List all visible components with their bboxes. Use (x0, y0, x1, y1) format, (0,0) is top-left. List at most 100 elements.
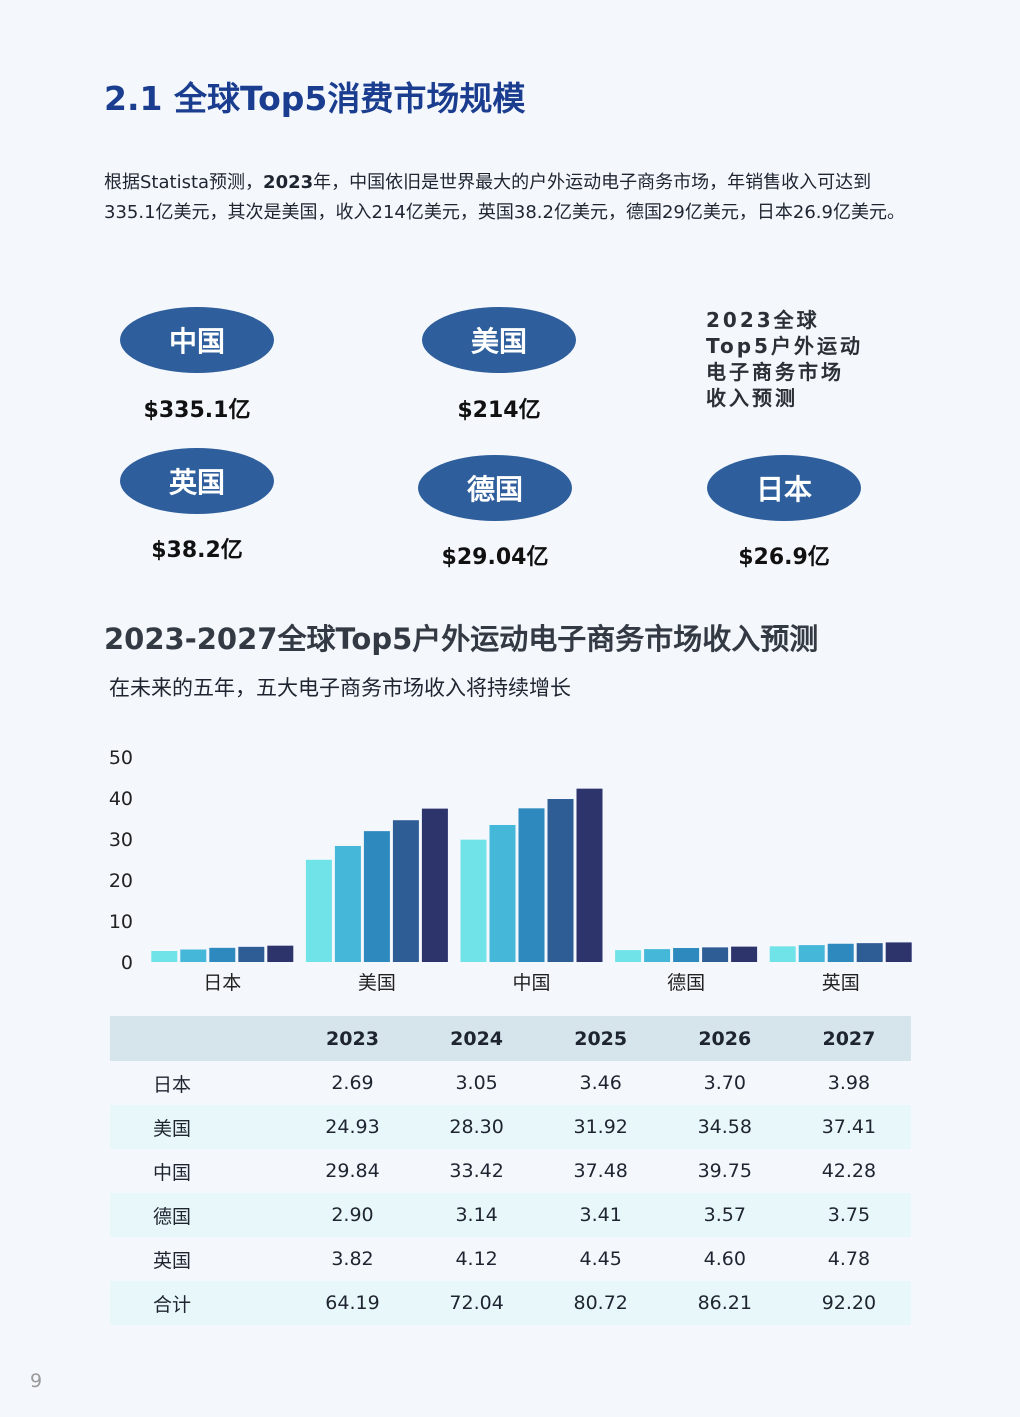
intro-text-2: 年，中国依旧是世界最大的户外运动电子商务市场，年销售收入可达到335.1亿美元，… (104, 172, 905, 223)
bar (769, 946, 796, 962)
table-cell: 3.41 (538, 1193, 663, 1237)
bar (885, 942, 912, 962)
table-cell: 29.84 (325, 1160, 380, 1182)
table-cell: 3.70 (703, 1072, 746, 1094)
table-cell: 24.93 (290, 1105, 415, 1149)
bar (673, 948, 700, 962)
market-amount-germany: $29.04亿 (441, 545, 549, 570)
market-amount-uk: $38.2亿 (151, 538, 243, 563)
intro-text-1: 根据Statista预测， (104, 172, 264, 193)
table-cell: 德国 (110, 1193, 291, 1237)
revenue-bar-chart: 0 10 20 30 40 50 日本 美国 中国 德国 英国 (109, 747, 912, 994)
market-amount-usa: $214亿 (457, 398, 541, 423)
table-cell: 3.05 (455, 1072, 498, 1094)
y-tick-label: 0 (121, 952, 133, 974)
table-cell: 42.28 (821, 1160, 877, 1182)
bar (644, 949, 671, 962)
chart-title: 2023-2027全球Top5户外运动电子商务市场收入预测 (104, 622, 819, 656)
table-header-cell: 2026 (662, 1016, 787, 1061)
bar (334, 845, 361, 962)
y-tick-label: 50 (109, 747, 133, 769)
bar (576, 788, 603, 962)
y-tick-label: 10 (109, 911, 133, 933)
table-header-cell: 2027 (786, 1016, 911, 1061)
table-cell: 28.30 (414, 1105, 539, 1149)
revenue-table: 2023 2024 2025 2026 2027 日本 2.69 3.05 3.46 3.70 3… (110, 1016, 911, 1325)
section-title: 2.1 全球Top5消费市场规模 (104, 79, 526, 118)
table-cell: 2.90 (290, 1193, 415, 1237)
bar (151, 950, 178, 962)
table-cell: 37.48 (573, 1160, 628, 1182)
table-cell: 3.98 (827, 1072, 871, 1094)
market-amount-japan: $26.9亿 (738, 545, 830, 570)
y-tick-label: 20 (109, 870, 133, 892)
y-tick-label: 30 (109, 829, 133, 851)
table-row: 合计 64.19 72.04 80.72 86.21 92.20 (110, 1281, 911, 1325)
table-row: 美国 24.93 28.30 31.92 34.58 37.41 (110, 1105, 911, 1149)
table-cell: 33.42 (449, 1160, 504, 1182)
market-pill-china: 中国 (120, 307, 274, 373)
bar (421, 808, 448, 962)
table-cell: 3.57 (662, 1193, 787, 1237)
x-category-label: 英国 (822, 972, 860, 994)
table-body: 日本 2.69 3.05 3.46 3.70 3.98 美国 24.93 28.30 31.92 3… (110, 1061, 911, 1325)
table-header-cell: 2023 (290, 1016, 415, 1061)
bar (615, 950, 642, 962)
intro-bold-year: 2023 (263, 172, 314, 193)
market-pill-uk: 英国 (120, 448, 274, 514)
side-caption: 2023全球Top5户外运动电子商务市场收入预测 (706, 308, 863, 410)
bar (267, 945, 294, 962)
page-number: 9 (30, 1370, 43, 1392)
table-cell: 3.75 (786, 1193, 911, 1237)
table-cell: 37.41 (786, 1105, 911, 1149)
bar (209, 947, 236, 962)
table-cell: 39.75 (697, 1160, 752, 1182)
table-cell: 64.19 (290, 1281, 415, 1325)
table-cell: 92.20 (786, 1281, 911, 1325)
table-header-cell: 2025 (538, 1016, 663, 1061)
table-cell: 4.78 (827, 1248, 871, 1270)
x-category-label: 美国 (358, 972, 396, 994)
bar (798, 945, 825, 962)
bar (460, 839, 487, 962)
table-row: 英国 3.82 4.12 4.45 4.60 4.78 (110, 1237, 911, 1281)
table-cell: 日本 (153, 1073, 192, 1096)
x-category-label: 日本 (203, 972, 241, 994)
table-cell: 3.46 (579, 1072, 622, 1094)
table-cell: 80.72 (538, 1281, 663, 1325)
bar (518, 808, 545, 962)
table-cell: 3.14 (414, 1193, 539, 1237)
market-pill-usa: 美国 (422, 307, 576, 373)
market-pill-japan: 日本 (707, 455, 861, 521)
x-category-label: 中国 (512, 972, 550, 994)
intro-paragraph: 根据Statista预测，2023年，中国依旧是世界最大的户外运动电子商务市场，… (104, 168, 920, 228)
bar (363, 831, 390, 962)
bar (305, 859, 332, 962)
x-category-label: 德国 (667, 972, 705, 994)
bar (827, 943, 854, 962)
market-pill-germany: 德国 (418, 455, 572, 521)
bar (856, 943, 883, 962)
table-cell: 中国 (153, 1161, 192, 1184)
table-cell: 2.69 (331, 1072, 374, 1094)
market-amount-china: $335.1亿 (143, 398, 251, 423)
table-header-cell: 2024 (414, 1016, 539, 1061)
table-cell: 31.92 (538, 1105, 663, 1149)
table-cell: 3.82 (331, 1248, 374, 1270)
table-row: 日本 2.69 3.05 3.46 3.70 3.98 (110, 1061, 911, 1105)
bar (489, 824, 516, 962)
table-cell: 4.12 (455, 1248, 498, 1270)
table-cell: 合计 (110, 1281, 291, 1325)
bar (238, 946, 265, 962)
table-row: 中国 29.84 33.42 37.48 39.75 42.28 (110, 1149, 911, 1193)
table-header-row: 2023 2024 2025 2026 2027 (110, 1016, 911, 1061)
table-cell: 美国 (110, 1105, 291, 1149)
bar (731, 946, 758, 962)
bar (180, 949, 207, 962)
table-cell: 72.04 (414, 1281, 539, 1325)
table-cell: 4.45 (579, 1248, 622, 1270)
y-tick-label: 40 (109, 788, 133, 810)
bar (702, 947, 729, 962)
bar (547, 799, 574, 962)
table-row: 德国 2.90 3.14 3.41 3.57 3.75 (110, 1193, 911, 1237)
